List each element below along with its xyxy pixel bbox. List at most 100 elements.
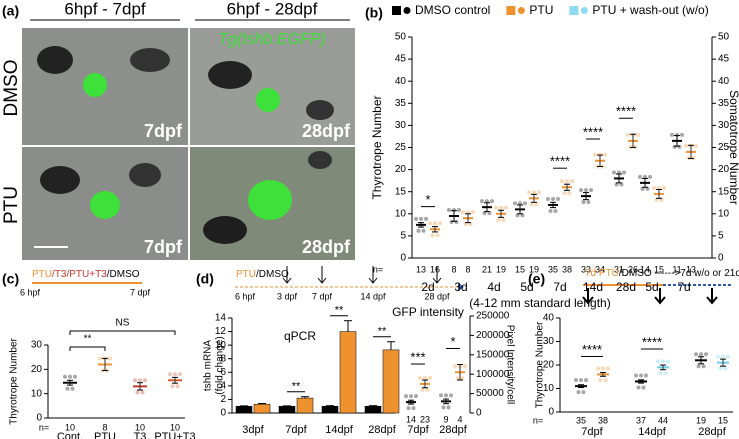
- y-tick-label: 0: [400, 253, 406, 264]
- x-tick-label: 2d: [421, 280, 434, 294]
- y-tick-label: 0: [36, 413, 42, 424]
- n-prefix: n=: [373, 264, 383, 274]
- timeline-label: 28 dpf: [424, 291, 450, 301]
- point-cloud: [441, 405, 446, 410]
- point-cloud: [584, 378, 588, 383]
- point-cloud: [513, 201, 517, 206]
- point-cloud: [416, 228, 421, 233]
- point-cloud: [694, 143, 698, 148]
- y-tick-label: 10: [543, 383, 555, 394]
- y-tick-label: 8: [220, 353, 226, 364]
- point-cloud: [138, 378, 142, 383]
- point-cloud: [482, 211, 487, 216]
- point-cloud: [460, 376, 465, 381]
- point-cloud: [684, 143, 688, 148]
- x-tick-label: 14d: [583, 280, 603, 294]
- point-cloud: [453, 364, 457, 369]
- n-label: 31: [614, 264, 624, 274]
- point-cloud: [471, 210, 475, 215]
- point-cloud: [662, 185, 666, 190]
- bar: [296, 397, 314, 414]
- y-tick-label: 10: [395, 208, 407, 219]
- panel-a-images: [22, 19, 355, 260]
- point-cloud: [487, 211, 492, 216]
- point-cloud: [455, 376, 460, 381]
- point-cloud: [421, 228, 426, 233]
- point-cloud: [723, 366, 728, 371]
- point-cloud: [644, 373, 648, 378]
- y-tick-label: 50000: [476, 388, 504, 399]
- y-tick-label: 40: [543, 313, 555, 324]
- timeline-label: 3 dpf: [277, 291, 298, 301]
- point-cloud: [726, 354, 730, 359]
- point-cloud: [696, 364, 701, 369]
- y-axis-label: Thyrotrope Number: [535, 321, 546, 408]
- y2-tick-label: 10: [718, 208, 730, 219]
- x-tick-label: 7dpf: [407, 424, 429, 436]
- stage-label: 28dpf: [302, 121, 351, 141]
- y2-tick-label: 25: [718, 142, 730, 153]
- header-part: /DMSO ------>7d w/o or 21d w/o: [619, 268, 739, 279]
- point-cloud: [612, 170, 616, 175]
- point-cloud: [721, 354, 725, 359]
- y-tick-label: 4: [220, 380, 226, 391]
- y-tick-label: 0: [548, 407, 554, 418]
- point-cloud: [593, 152, 597, 157]
- y-tick-label: 20: [543, 360, 555, 371]
- point-cloud: [518, 201, 522, 206]
- n-prefix: n=: [533, 415, 543, 425]
- significance: **: [378, 326, 387, 338]
- y-tick-label: 40: [395, 76, 407, 87]
- comparison-label: NS: [116, 318, 130, 329]
- point-cloud: [586, 200, 591, 205]
- y2-tick-label: 35: [718, 98, 730, 109]
- point-cloud: [423, 375, 427, 380]
- point-cloud: [589, 188, 593, 193]
- point-cloud: [622, 170, 626, 175]
- significance: **: [292, 381, 301, 393]
- y-tick-label: 200000: [476, 330, 510, 341]
- point-cloud: [694, 352, 698, 357]
- point-cloud: [603, 152, 607, 157]
- x-tick-label: 3d: [454, 280, 467, 294]
- point-cloud: [108, 356, 112, 361]
- point-cloud: [406, 406, 411, 411]
- row-label: PTU: [1, 186, 22, 224]
- point-cloud: [701, 364, 706, 369]
- point-cloud: [570, 179, 574, 184]
- point-cloud: [636, 385, 641, 390]
- header-part: 7d PTU: [585, 268, 619, 279]
- n-label: 19: [496, 264, 506, 274]
- point-cloud: [439, 393, 443, 398]
- y-tick-label: 10: [215, 340, 227, 351]
- legend-label: DMSO control: [415, 3, 490, 17]
- header-part: PTU: [32, 269, 52, 280]
- point-cloud: [501, 217, 506, 222]
- panel-e-arrows: [582, 284, 733, 305]
- header-part: /DMSO: [107, 269, 140, 280]
- point-cloud: [657, 185, 661, 190]
- n-label: 4: [457, 414, 462, 424]
- point-cloud: [654, 197, 659, 202]
- point-cloud: [173, 372, 177, 377]
- point-cloud: [433, 221, 437, 226]
- n-label: 10: [170, 422, 180, 432]
- point-cloud: [449, 220, 454, 225]
- point-cloud: [438, 221, 442, 226]
- n-label: 19: [529, 264, 539, 274]
- point-cloud: [641, 385, 646, 390]
- point-cloud: [527, 190, 531, 195]
- y-tick-label: 20: [395, 164, 407, 175]
- point-cloud: [419, 216, 423, 221]
- bar: [253, 403, 271, 414]
- significance: ****: [616, 104, 636, 119]
- y-tick-label: 250000: [476, 311, 510, 322]
- significance: **: [335, 305, 344, 317]
- x-tick-label: 14dpf: [325, 424, 353, 436]
- header-part: /T3: [52, 269, 67, 280]
- point-cloud: [677, 144, 682, 149]
- point-cloud: [718, 366, 723, 371]
- n-label: 10: [65, 422, 75, 432]
- point-cloud: [463, 222, 468, 227]
- legend-label: PTU + wash-out (w/o): [592, 3, 708, 17]
